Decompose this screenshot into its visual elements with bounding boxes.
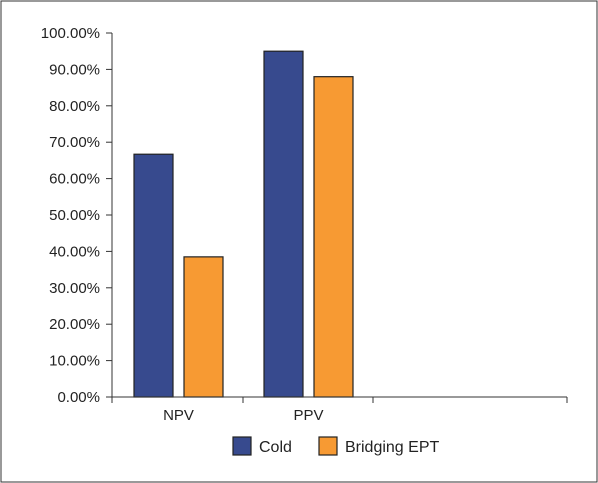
x-axis: NPV PPV [111,396,568,424]
bar-bridging-ept-ppv [313,76,354,398]
y-tick-label: 20.00% [49,316,100,333]
legend-label: Cold [259,439,292,456]
bar-cold-ppv [263,50,304,398]
bar-cold-npv [133,153,174,398]
legend-label: Bridging EPT [345,439,439,456]
legend: Cold Bridging EPT [232,436,439,456]
y-tick-label: 100.00% [41,25,100,42]
legend-swatch [232,436,252,456]
x-tick-label: NPV [163,407,194,424]
y-tick-label: 10.00% [49,353,100,370]
y-tick-label: 70.00% [49,134,100,151]
legend-swatch [318,436,338,456]
y-tick-label: 0.00% [57,389,100,406]
y-axis: 0.00% 10.00% 20.00% 30.00% 40.00% 50.00% 60.00… [41,25,113,406]
y-tick-label: 40.00% [49,243,100,260]
y-tick-label: 60.00% [49,171,100,188]
x-tick-label: PPV [293,407,323,424]
y-tick-label: 30.00% [49,280,100,297]
y-tick-label: 50.00% [49,207,100,224]
y-tick-label: 90.00% [49,61,100,78]
y-tick-label: 80.00% [49,98,100,115]
bar-bridging-ept-npv [183,256,224,398]
